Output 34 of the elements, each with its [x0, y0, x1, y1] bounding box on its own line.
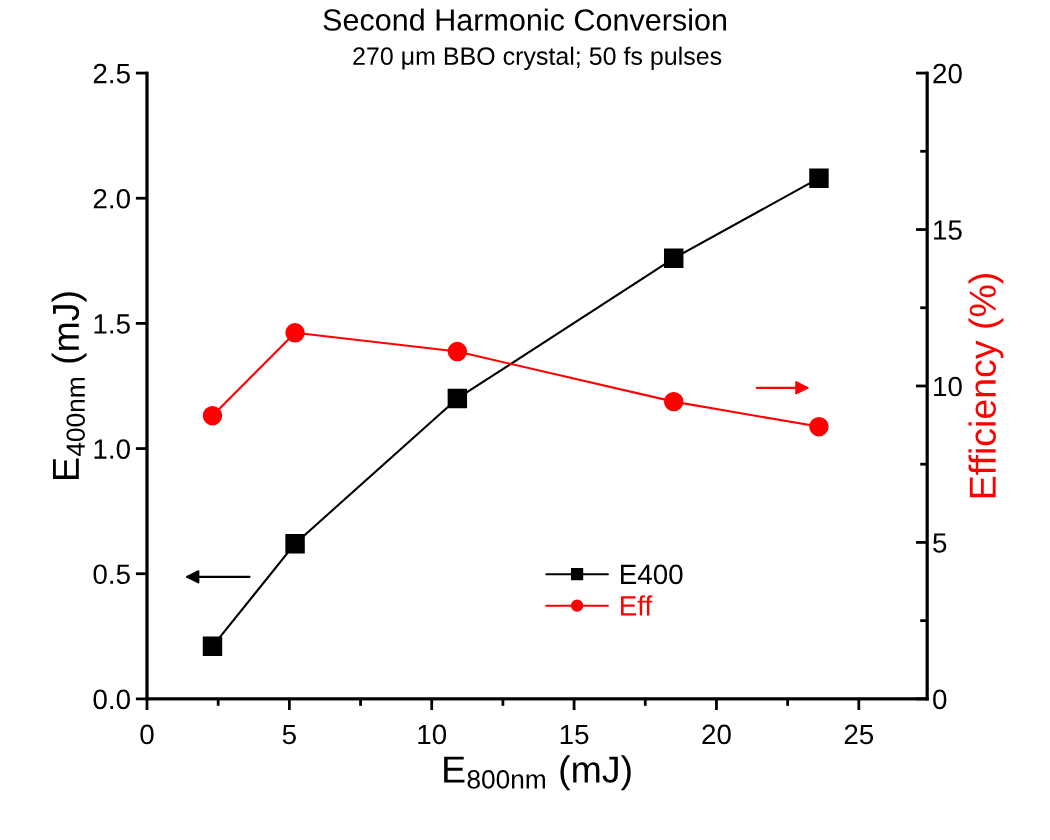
y2-tick-label: 0 [933, 689, 947, 710]
legend-label: E400 [621, 564, 683, 585]
x-tick-label: 25 [844, 724, 874, 745]
point [285, 533, 305, 554]
point [809, 416, 829, 437]
y2-tick-label: 15 [934, 220, 962, 240]
y2-axis-title: Efficiency (%) [968, 274, 1004, 498]
legend-label: Eff [621, 595, 653, 616]
y-tick-label: 0.5 [93, 564, 130, 585]
x-tick-label: 10 [418, 724, 447, 745]
point [447, 341, 468, 362]
point [202, 636, 223, 657]
point [447, 388, 468, 409]
chart-title: Second Harmonic Conversion [323, 8, 726, 31]
y-tick-label: 0.0 [93, 689, 130, 710]
y-tick-label: 2.5 [93, 63, 130, 84]
y-tick-label: 2.0 [93, 188, 130, 209]
x-tick-label: 20 [702, 724, 731, 745]
x-tick-label: 5 [282, 724, 296, 745]
point [202, 405, 223, 426]
x-tick-label: 15 [560, 724, 589, 745]
y2-tick-label: 20 [933, 63, 962, 84]
point [664, 391, 684, 412]
x-axis-title: E$_{800nm}$ (mJ) [444, 755, 631, 791]
point [285, 323, 305, 343]
y2-tick-label: 10 [934, 376, 962, 397]
x-tick-label: 0 [140, 724, 154, 745]
y-axis-title: E$_{400nm}$ (mJ) [51, 292, 87, 479]
chart-subtitle: 270 μm BBO crystal; 50 fs pulses [353, 46, 722, 70]
y-tick-label: 1.5 [94, 314, 130, 334]
y2-tick-label: 5 [933, 533, 947, 553]
point [664, 248, 684, 269]
point [809, 168, 829, 188]
y-tick-label: 1.0 [94, 439, 130, 459]
